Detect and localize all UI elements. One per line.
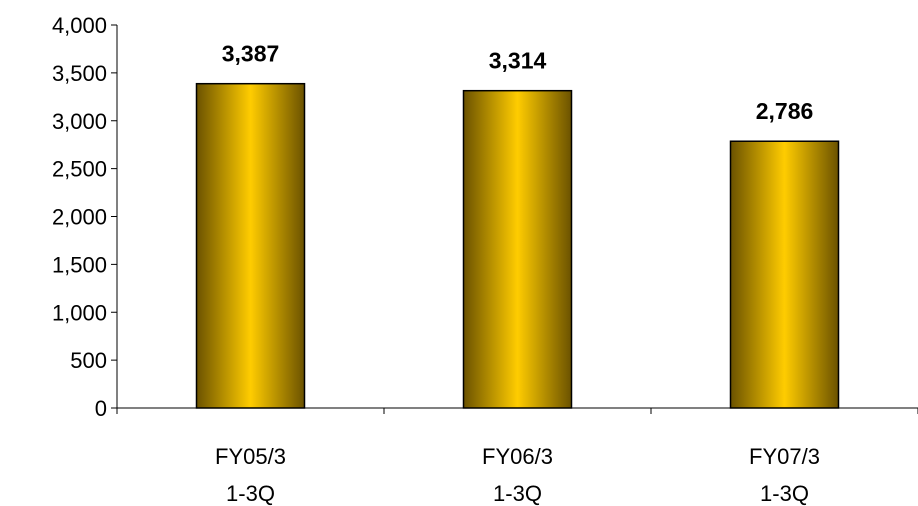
x-category-label: FY07/3 bbox=[749, 444, 820, 469]
x-category-label: FY05/3 bbox=[215, 444, 286, 469]
y-tick-label: 500 bbox=[70, 348, 107, 373]
x-category-label: FY06/3 bbox=[482, 444, 553, 469]
y-tick-label: 1,000 bbox=[52, 300, 107, 325]
data-label: 3,387 bbox=[222, 41, 280, 67]
y-tick-label: 2,500 bbox=[52, 157, 107, 182]
data-label: 3,314 bbox=[489, 48, 547, 74]
bars: 3,387 FY05/3 1-3Q 3,314 FY06/3 1-3Q 2,786 FY07/… bbox=[195, 41, 840, 506]
y-tick-label: 1,500 bbox=[52, 252, 107, 277]
bar bbox=[195, 82, 306, 409]
y-tick-label: 2,000 bbox=[52, 205, 107, 230]
x-category-sublabel: 1-3Q bbox=[493, 481, 542, 506]
x-axis bbox=[116, 407, 918, 414]
y-axis: 0 500 1,000 1,500 2,000 2,500 3,000 3,500 4,000 bbox=[52, 13, 118, 421]
data-label: 2,786 bbox=[756, 98, 814, 124]
x-category-sublabel: 1-3Q bbox=[226, 481, 275, 506]
y-tick-label: 3,500 bbox=[52, 61, 107, 86]
y-tick-label: 0 bbox=[95, 396, 107, 421]
x-category-sublabel: 1-3Q bbox=[760, 481, 809, 506]
bar bbox=[462, 89, 573, 409]
y-tick-label: 4,000 bbox=[52, 13, 107, 38]
bar bbox=[729, 140, 840, 409]
y-tick-label: 3,000 bbox=[52, 109, 107, 134]
